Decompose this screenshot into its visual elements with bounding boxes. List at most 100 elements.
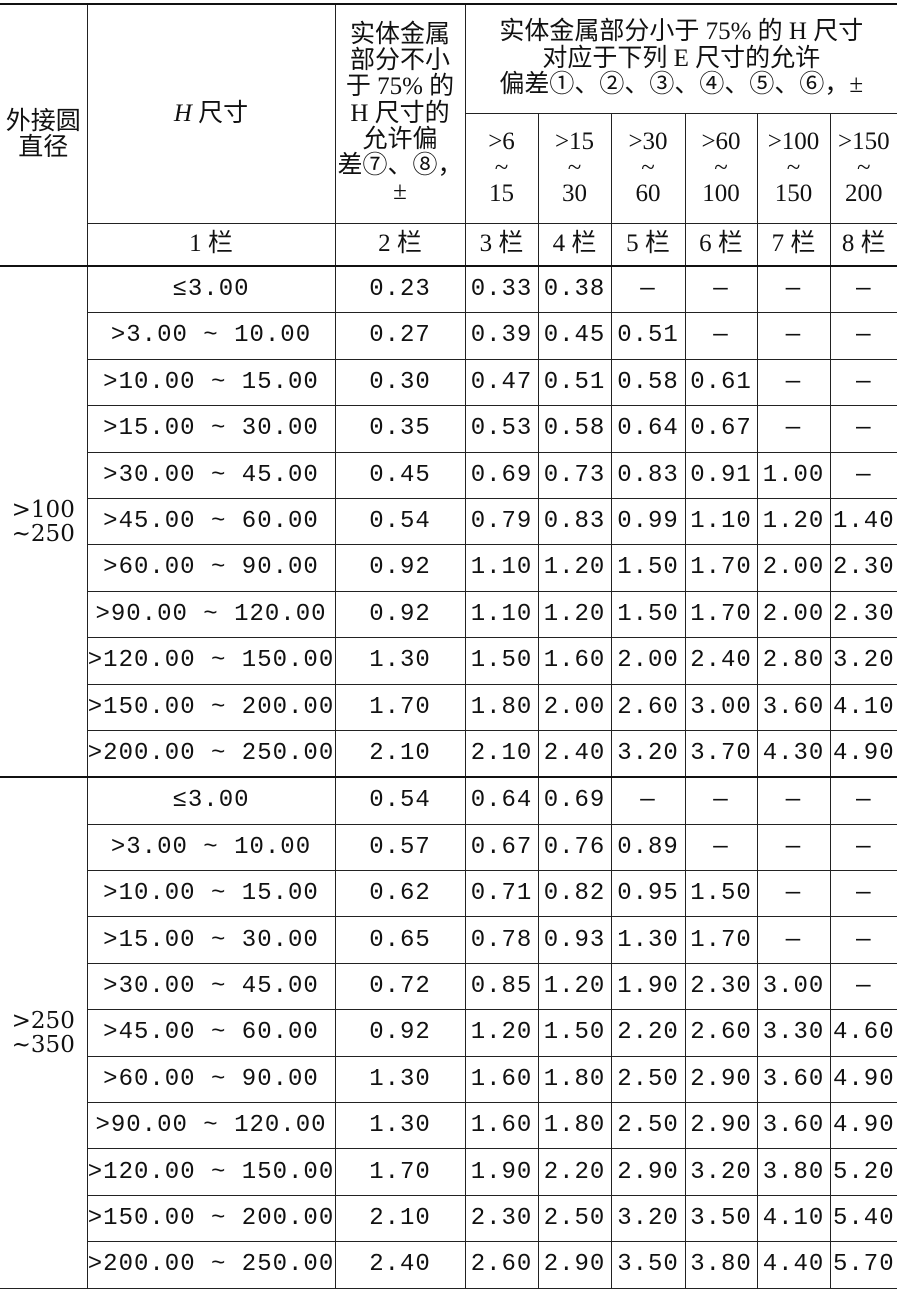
tolerance-cell: — xyxy=(757,266,830,313)
tolerance-cell: 4.10 xyxy=(757,1195,830,1241)
tolerance-cell: 1.20 xyxy=(465,1010,538,1056)
tolerance-cell: 5.70 xyxy=(830,1242,897,1288)
tolerance-table: 外接圆直径 H 尺寸 实体金属 部分不小 于 75% 的 H 尺寸的 允许偏 差… xyxy=(0,3,897,1289)
tolerance-cell: 0.67 xyxy=(685,406,757,452)
tolerance-cell: 2.10 xyxy=(335,1195,465,1241)
e-range-from: >60 xyxy=(686,129,757,155)
h-dimension-cell: >30.00 ~ 45.00 xyxy=(87,452,335,498)
tolerance-cell: 1.50 xyxy=(611,545,685,591)
tolerance-cell: 0.53 xyxy=(465,406,538,452)
h-dimension-cell: >200.00 ~ 250.00 xyxy=(87,1242,335,1288)
h-dimension-cell: >10.00 ~ 15.00 xyxy=(87,871,335,917)
e-range-to: 200 xyxy=(831,181,897,207)
column-number: 2 栏 xyxy=(335,223,465,266)
tolerance-cell: 1.10 xyxy=(685,498,757,544)
tolerance-cell: — xyxy=(685,824,757,870)
tolerance-cell: 3.20 xyxy=(685,1149,757,1195)
e-range-header: >6~15 xyxy=(465,113,538,223)
tolerance-cell: 3.20 xyxy=(611,730,685,777)
h-dimension-cell: >3.00 ~ 10.00 xyxy=(87,824,335,870)
tolerance-cell: 1.90 xyxy=(465,1149,538,1195)
tolerance-cell: — xyxy=(685,313,757,359)
column-number: 3 栏 xyxy=(465,223,538,266)
tolerance-cell: 0.76 xyxy=(538,824,611,870)
tolerance-cell: 3.70 xyxy=(685,730,757,777)
tolerance-cell: 0.51 xyxy=(538,359,611,405)
tolerance-cell: 1.60 xyxy=(538,638,611,684)
tolerance-cell: 1.10 xyxy=(465,545,538,591)
tolerance-cell: — xyxy=(611,777,685,824)
tolerance-cell: 0.71 xyxy=(465,871,538,917)
e-range-to: 15 xyxy=(466,181,538,207)
tolerance-cell: 0.69 xyxy=(465,452,538,498)
tolerance-cell: 2.40 xyxy=(538,730,611,777)
header-line: 允许偏 xyxy=(336,127,465,153)
tolerance-cell: — xyxy=(611,266,685,313)
tolerance-cell: 1.60 xyxy=(465,1103,538,1149)
tolerance-cell: — xyxy=(757,313,830,359)
outer-diameter-line: ~350 xyxy=(0,1033,87,1057)
column-number: 8 栏 xyxy=(830,223,897,266)
tolerance-cell: 4.60 xyxy=(830,1010,897,1056)
h-dimension-cell: >90.00 ~ 120.00 xyxy=(87,591,335,637)
tolerance-cell: — xyxy=(830,266,897,313)
e-range-sep: ~ xyxy=(758,155,830,181)
tolerance-cell: — xyxy=(685,266,757,313)
e-range-header: >150~200 xyxy=(830,113,897,223)
tolerance-cell: 0.93 xyxy=(538,917,611,963)
e-range-from: >30 xyxy=(612,129,685,155)
tolerance-cell: 2.10 xyxy=(465,730,538,777)
column-number: 1 栏 xyxy=(87,223,335,266)
tolerance-cell: 0.54 xyxy=(335,498,465,544)
tolerance-cell: 0.83 xyxy=(611,452,685,498)
outer-diameter-line: >100 xyxy=(0,498,87,522)
tolerance-cell: 0.27 xyxy=(335,313,465,359)
outer-diameter-line: ~250 xyxy=(0,522,87,546)
tolerance-cell: 2.90 xyxy=(538,1242,611,1288)
tolerance-cell: 2.30 xyxy=(465,1195,538,1241)
tolerance-cell: 1.80 xyxy=(538,1103,611,1149)
tolerance-cell: 5.40 xyxy=(830,1195,897,1241)
tolerance-cell: 0.38 xyxy=(538,266,611,313)
tolerance-cell: 0.23 xyxy=(335,266,465,313)
tolerance-cell: — xyxy=(830,406,897,452)
tolerance-cell: 0.95 xyxy=(611,871,685,917)
tolerance-cell: 0.47 xyxy=(465,359,538,405)
tolerance-cell: 2.30 xyxy=(830,545,897,591)
e-range-from: >6 xyxy=(466,129,538,155)
header-lt75-tolerance: 实体金属部分小于 75% 的 H 尺寸 对应于下列 E 尺寸的允许 偏差①、②、… xyxy=(465,4,897,113)
tolerance-cell: 0.39 xyxy=(465,313,538,359)
tolerance-cell: 1.80 xyxy=(538,1056,611,1102)
tolerance-cell: 2.50 xyxy=(611,1103,685,1149)
h-label: 尺寸 xyxy=(198,100,248,127)
column-number: 5 栏 xyxy=(611,223,685,266)
tolerance-cell: 2.60 xyxy=(685,1010,757,1056)
tolerance-cell: 0.69 xyxy=(538,777,611,824)
tolerance-cell: 5.20 xyxy=(830,1149,897,1195)
tolerance-cell: 0.92 xyxy=(335,1010,465,1056)
tolerance-cell: 1.70 xyxy=(335,684,465,730)
column-number: 4 栏 xyxy=(538,223,611,266)
h-dimension-cell: >120.00 ~ 150.00 xyxy=(87,1149,335,1195)
column-number: 7 栏 xyxy=(757,223,830,266)
tolerance-cell: 3.50 xyxy=(685,1195,757,1241)
tolerance-cell: 1.80 xyxy=(465,684,538,730)
header-line: 部分不小 xyxy=(336,48,465,74)
tolerance-cell: 2.50 xyxy=(538,1195,611,1241)
tolerance-cell: 0.92 xyxy=(335,545,465,591)
e-range-header: >100~150 xyxy=(757,113,830,223)
tolerance-cell: 3.80 xyxy=(757,1149,830,1195)
tolerance-cell: 0.51 xyxy=(611,313,685,359)
tolerance-cell: 4.30 xyxy=(757,730,830,777)
